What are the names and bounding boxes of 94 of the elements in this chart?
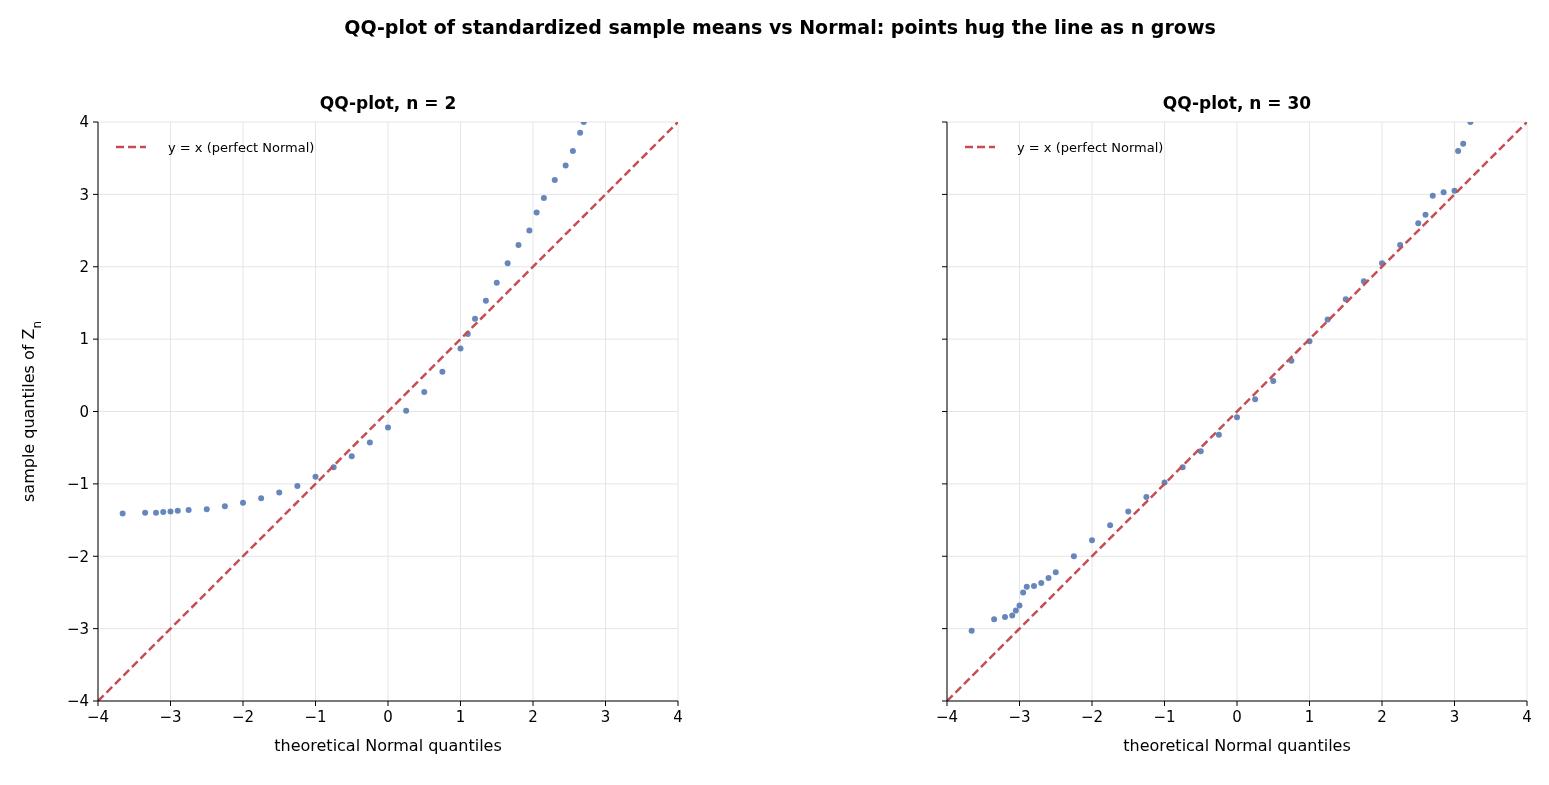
x-tick-label: −1 <box>1153 708 1176 726</box>
point <box>1009 612 1016 619</box>
point <box>1270 378 1277 385</box>
chart-title: QQ-plot, n = 30 <box>1162 93 1312 113</box>
point <box>1038 580 1045 587</box>
point <box>366 439 373 446</box>
point <box>533 209 540 216</box>
chart-title: QQ-plot, n = 2 <box>319 93 457 113</box>
point <box>1107 522 1114 529</box>
point <box>1415 220 1422 227</box>
point <box>515 242 522 249</box>
point <box>482 297 489 304</box>
point <box>1031 582 1037 589</box>
point <box>153 509 159 516</box>
point <box>167 508 174 515</box>
y-tick-label: 0 <box>79 402 89 421</box>
point <box>1002 614 1008 621</box>
point <box>1023 583 1030 590</box>
point <box>258 495 265 502</box>
point <box>185 506 192 513</box>
y-tick-label: 1 <box>79 330 89 349</box>
x-tick-label: −1 <box>304 708 327 726</box>
point <box>991 616 998 623</box>
point <box>160 509 167 516</box>
point <box>1440 189 1447 196</box>
x-tick-label: 4 <box>1522 708 1532 726</box>
point <box>1460 140 1467 147</box>
point <box>968 627 975 634</box>
text: QQ-plot of standardized sample means vs Normal: points hug the line as n grows <box>344 16 1216 38</box>
point <box>526 227 533 234</box>
legend-label: y = x (perfect Normal) <box>168 139 315 155</box>
x-tick-label: 3 <box>1449 708 1460 726</box>
point <box>119 510 126 517</box>
x-tick-label: −2 <box>231 708 255 726</box>
x-tick-label: 1 <box>455 708 466 726</box>
y-tick-label: 3 <box>79 185 89 204</box>
y-tick-label: −4 <box>66 692 89 711</box>
point <box>1215 431 1222 438</box>
x-axis-title: theoretical Normal quantiles <box>1123 736 1351 755</box>
x-tick-label: 1 <box>1304 708 1315 726</box>
x-tick-label: 2 <box>1377 708 1387 726</box>
point <box>142 509 149 516</box>
x-tick-label: 0 <box>1232 708 1242 726</box>
x-tick-label: 0 <box>383 708 393 726</box>
x-tick-label: 3 <box>600 708 611 726</box>
point <box>1397 242 1404 249</box>
point <box>1070 553 1077 560</box>
y-tick-label: 2 <box>79 258 89 276</box>
x-tick-label: 4 <box>673 708 683 726</box>
y-tick-label: −1 <box>66 475 89 494</box>
point <box>504 260 511 267</box>
point <box>174 507 181 514</box>
point <box>1016 602 1023 609</box>
x-tick-label: 2 <box>528 708 538 726</box>
point <box>562 162 569 169</box>
point <box>203 506 210 513</box>
point <box>421 388 428 395</box>
point <box>439 368 446 375</box>
point <box>569 147 576 154</box>
point <box>1143 493 1150 500</box>
y-tick-label: −2 <box>66 547 89 566</box>
point <box>221 503 228 510</box>
y-tick-label: −3 <box>66 619 89 638</box>
point <box>472 315 478 322</box>
point <box>348 453 355 460</box>
x-tick-label: −2 <box>1080 708 1104 726</box>
point <box>551 176 558 183</box>
point <box>403 407 410 414</box>
point <box>457 345 464 352</box>
legend-label: y = x (perfect Normal) <box>1017 139 1164 155</box>
point <box>493 279 500 286</box>
point <box>1252 396 1259 403</box>
point <box>1455 147 1462 154</box>
x-tick-label: −3 <box>1008 708 1031 726</box>
point <box>1125 508 1132 515</box>
point <box>1020 589 1027 596</box>
point <box>276 489 283 496</box>
x-tick-label: −4 <box>935 708 959 726</box>
point <box>385 424 391 431</box>
point <box>1045 574 1052 581</box>
point <box>312 473 319 480</box>
point <box>1234 414 1240 421</box>
x-tick-label: −3 <box>159 708 182 726</box>
x-axis-title: theoretical Normal quantiles <box>274 736 502 755</box>
y-tick-label: 4 <box>79 113 89 132</box>
point <box>240 499 246 506</box>
point <box>1052 569 1059 576</box>
point <box>1422 211 1429 218</box>
point <box>540 194 547 201</box>
point <box>1089 537 1095 544</box>
point <box>1429 192 1436 199</box>
point <box>1012 607 1019 614</box>
point <box>294 483 301 490</box>
point <box>577 129 584 136</box>
